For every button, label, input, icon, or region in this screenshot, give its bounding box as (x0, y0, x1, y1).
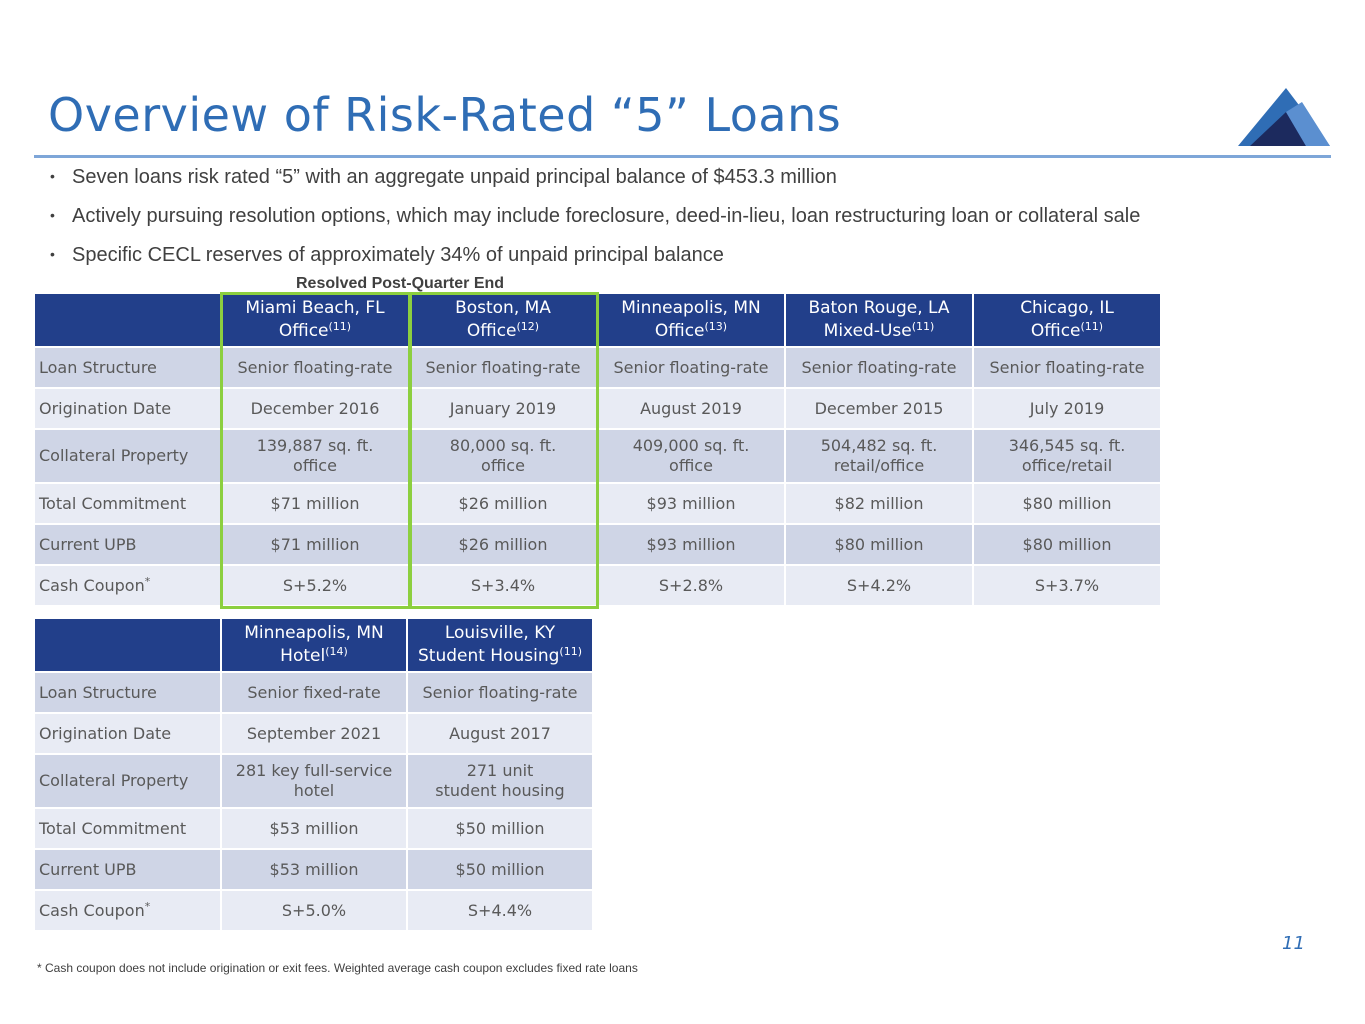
row-label: Cash Coupon* (35, 566, 220, 605)
table-row: Current UPB $53 million $50 million (35, 850, 592, 889)
bullet-item: • Specific CECL reserves of approximately… (50, 241, 1140, 280)
resolved-post-quarter-label: Resolved Post-Quarter End (296, 275, 505, 292)
bullet-item: • Seven loans risk rated “5” with an aggr… (50, 163, 1140, 202)
table-cell: S+3.4% (410, 566, 596, 605)
table-cell: 281 key full-service hotel (222, 755, 406, 807)
table-cell: 139,887 sq. ft. office (222, 430, 408, 482)
row-label: Total Commitment (35, 809, 220, 848)
row-label: Total Commitment (35, 484, 220, 523)
table-cell: December 2016 (222, 389, 408, 428)
table-row: Origination Date December 2016 January 2… (35, 389, 1160, 428)
table-cell: Senior floating-rate (598, 348, 784, 387)
column-header: Chicago, IL Office(11) (974, 294, 1160, 346)
footnote: * Cash coupon does not include originati… (37, 961, 638, 975)
loans-table-secondary: Minneapolis, MN Hotel(14) Louisville, KY S… (33, 617, 594, 932)
table-row: Loan Structure Senior floating-rate Seni… (35, 348, 1160, 387)
row-label: Collateral Property (35, 430, 220, 482)
page-number: 11 (1282, 933, 1305, 954)
table-cell: S+4.4% (408, 891, 592, 930)
row-label: Origination Date (35, 714, 220, 753)
table-cell: January 2019 (410, 389, 596, 428)
table-cell: $80 million (974, 484, 1160, 523)
table-cell: $26 million (410, 484, 596, 523)
table-header-row: Minneapolis, MN Hotel(14) Louisville, KY S… (35, 619, 592, 671)
table-cell: $53 million (222, 850, 406, 889)
table-cell: $71 million (222, 525, 408, 564)
resolved-highlight-box (408, 292, 599, 609)
table-row: Current UPB $71 million $26 million $93 … (35, 525, 1160, 564)
table-cell: S+5.2% (222, 566, 408, 605)
table-row: Loan Structure Senior fixed-rate Senior … (35, 673, 592, 712)
table-header-row: Miami Beach, FL Office(11) Boston, MA Offi… (35, 294, 1160, 346)
table-row: Cash Coupon* S+5.0% S+4.4% (35, 891, 592, 930)
page-title: Overview of Risk-Rated “5” Loans (48, 88, 842, 142)
row-label: Origination Date (35, 389, 220, 428)
table-row: Collateral Property 139,887 sq. ft. offic… (35, 430, 1160, 482)
table-cell: Senior floating-rate (222, 348, 408, 387)
table-cell: 346,545 sq. ft. office/retail (974, 430, 1160, 482)
bullet-dot-icon: • (50, 246, 55, 262)
row-label: Loan Structure (35, 673, 220, 712)
table-cell: September 2021 (222, 714, 406, 753)
table-cell: S+5.0% (222, 891, 406, 930)
row-label: Collateral Property (35, 755, 220, 807)
resolved-highlight-box (220, 292, 412, 609)
bullet-dot-icon: • (50, 168, 55, 184)
table-cell: $93 million (598, 525, 784, 564)
bullet-dot-icon: • (50, 207, 55, 223)
table-cell: $82 million (786, 484, 972, 523)
title-divider (34, 155, 1331, 158)
table-cell: S+4.2% (786, 566, 972, 605)
table-cell: 80,000 sq. ft. office (410, 430, 596, 482)
table-row: Cash Coupon* S+5.2% S+3.4% S+2.8% S+4.2%… (35, 566, 1160, 605)
bullet-list: • Seven loans risk rated “5” with an aggr… (50, 163, 1140, 280)
table-cell: $80 million (786, 525, 972, 564)
table-cell: 504,482 sq. ft. retail/office (786, 430, 972, 482)
table-cell: Senior floating-rate (974, 348, 1160, 387)
table-cell: $50 million (408, 850, 592, 889)
bullet-item: • Actively pursuing resolution options, w… (50, 202, 1140, 241)
row-label: Current UPB (35, 850, 220, 889)
table-row: Total Commitment $71 million $26 million… (35, 484, 1160, 523)
table-cell: $93 million (598, 484, 784, 523)
column-header: Minneapolis, MN Office(13) (598, 294, 784, 346)
table-cell: Senior floating-rate (410, 348, 596, 387)
table-cell: S+2.8% (598, 566, 784, 605)
table-cell: $26 million (410, 525, 596, 564)
table-cell: Senior floating-rate (408, 673, 592, 712)
loans-table-primary: Miami Beach, FL Office(11) Boston, MA Offi… (33, 292, 1162, 607)
table-cell: $80 million (974, 525, 1160, 564)
table-cell: 409,000 sq. ft. office (598, 430, 784, 482)
column-header: Miami Beach, FL Office(11) (222, 294, 408, 346)
table-row: Total Commitment $53 million $50 million (35, 809, 592, 848)
table-row: Origination Date September 2021 August 2… (35, 714, 592, 753)
table-cell: S+3.7% (974, 566, 1160, 605)
column-header: Boston, MA Office(12) (410, 294, 596, 346)
column-header: Louisville, KY Student Housing(11) (408, 619, 592, 671)
table-cell: August 2017 (408, 714, 592, 753)
table-cell: $50 million (408, 809, 592, 848)
row-label: Cash Coupon* (35, 891, 220, 930)
row-label: Current UPB (35, 525, 220, 564)
table-cell: August 2019 (598, 389, 784, 428)
header-blank-cell (35, 294, 220, 346)
table-cell: 271 unit student housing (408, 755, 592, 807)
table-cell: Senior fixed-rate (222, 673, 406, 712)
table-cell: $53 million (222, 809, 406, 848)
table-cell: July 2019 (974, 389, 1160, 428)
table-cell: Senior floating-rate (786, 348, 972, 387)
header-blank-cell (35, 619, 220, 671)
table-cell: $71 million (222, 484, 408, 523)
mountain-logo-icon (1238, 88, 1330, 146)
table-cell: December 2015 (786, 389, 972, 428)
column-header: Minneapolis, MN Hotel(14) (222, 619, 406, 671)
column-header: Baton Rouge, LA Mixed-Use(11) (786, 294, 972, 346)
table-row: Collateral Property 281 key full-service… (35, 755, 592, 807)
row-label: Loan Structure (35, 348, 220, 387)
